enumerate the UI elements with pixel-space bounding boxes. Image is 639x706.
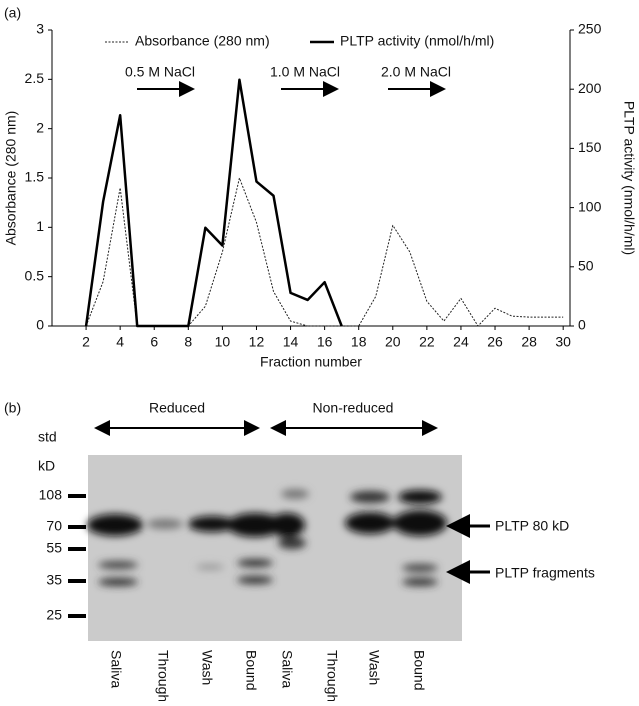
- lane-label: Bound: [243, 650, 259, 690]
- y2-tick-label: 200: [578, 80, 602, 96]
- y2-axis-label: PLTP activity (nmol/h/ml): [621, 101, 637, 255]
- panel-label: (b): [4, 400, 21, 416]
- x-tick-label: 10: [215, 334, 231, 350]
- unit-label: kD: [38, 458, 55, 474]
- y-tick-label: 2.5: [25, 70, 45, 86]
- x-tick-label: 4: [116, 334, 124, 350]
- annotation: 0.5 M NaCl: [125, 64, 195, 80]
- y2-tick-label: 100: [578, 198, 602, 214]
- lane-label: Wash: [366, 650, 382, 685]
- x-tick-label: 2: [82, 334, 90, 350]
- x-tick-label: 26: [487, 334, 503, 350]
- annotation: 2.0 M NaCl: [381, 64, 451, 80]
- marker-label: 35: [46, 572, 62, 588]
- y2-tick-label: 150: [578, 139, 602, 155]
- x-tick-label: 8: [184, 334, 192, 350]
- x-tick-label: 28: [521, 334, 537, 350]
- y-tick-label: 1: [36, 218, 44, 234]
- x-tick-label: 20: [385, 334, 401, 350]
- blot-image: [87, 455, 462, 641]
- marker-tick: [68, 494, 86, 498]
- y2-tick-label: 50: [578, 258, 594, 274]
- lane-label: Saliva: [108, 650, 124, 688]
- band-label: PLTP 80 kD: [495, 518, 569, 534]
- legend-label: Absorbance (280 nm): [135, 33, 270, 49]
- y-tick-label: 3: [36, 21, 44, 37]
- x-tick-label: 30: [555, 334, 571, 350]
- blot-arrows: [94, 420, 490, 584]
- marker-tick: [68, 579, 86, 583]
- lane-label: Through: [324, 650, 340, 701]
- marker-label: 108: [39, 487, 63, 503]
- lane-label: Bound: [411, 650, 427, 690]
- y-axis-label: Absorbance (280 nm): [3, 111, 19, 246]
- y-tick-label: 1.5: [25, 169, 45, 185]
- lane-label: Wash: [199, 650, 215, 685]
- group-label: Reduced: [149, 400, 205, 416]
- marker-tick: [68, 614, 86, 618]
- annotation: 1.0 M NaCl: [270, 64, 340, 80]
- x-axis-label: Fraction number: [260, 354, 362, 370]
- data-line: [84, 78, 343, 328]
- x-tick-label: 24: [453, 334, 469, 350]
- lane-label: Through: [155, 650, 171, 701]
- std-label: std: [38, 429, 57, 445]
- y-tick-label: 0.5: [25, 267, 45, 283]
- marker-label: 25: [46, 607, 62, 623]
- x-tick-label: 22: [419, 334, 435, 350]
- marker-tick: [68, 547, 86, 551]
- panel-label: (a): [4, 5, 21, 21]
- x-tick-label: 16: [317, 334, 333, 350]
- x-tick-label: 12: [249, 334, 265, 350]
- marker-label: 55: [46, 540, 62, 556]
- marker-label: 70: [46, 518, 62, 534]
- legend-label: PLTP activity (nmol/h/ml): [340, 33, 494, 49]
- data-line: [85, 177, 564, 327]
- y2-tick-label: 250: [578, 21, 602, 37]
- x-tick-label: 18: [351, 334, 367, 350]
- x-tick-label: 14: [283, 334, 299, 350]
- y2-tick-label: 0: [578, 317, 586, 333]
- y-tick-label: 2: [36, 119, 44, 135]
- lane-label: Saliva: [279, 650, 295, 688]
- x-tick-label: 6: [150, 334, 158, 350]
- group-label: Non-reduced: [313, 400, 394, 416]
- band-label: PLTP fragments: [495, 565, 595, 581]
- y-tick-label: 0: [36, 317, 44, 333]
- marker-tick: [68, 525, 86, 529]
